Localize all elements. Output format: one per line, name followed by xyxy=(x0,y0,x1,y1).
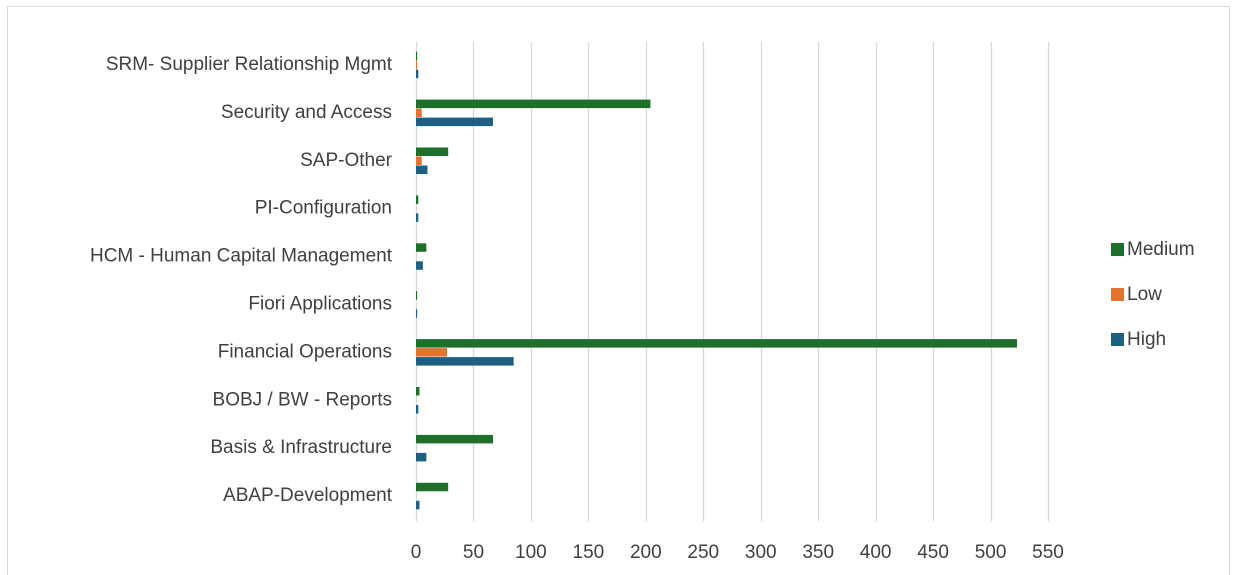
bar-high xyxy=(416,452,427,462)
bar-low xyxy=(416,108,422,118)
bar-medium xyxy=(416,482,449,492)
bar-high xyxy=(416,165,428,174)
legend-swatch-high xyxy=(1111,333,1124,346)
category-label: Fiori Applications xyxy=(248,293,392,314)
bar-medium xyxy=(416,99,651,109)
bar-medium xyxy=(416,291,418,300)
bar-medium xyxy=(416,387,420,396)
x-tick-label: 50 xyxy=(463,542,484,563)
x-tick-label: 100 xyxy=(515,542,547,563)
x-tick-label: 300 xyxy=(745,542,777,563)
bar-high xyxy=(416,500,420,510)
bar-high xyxy=(416,405,419,414)
legend: Medium Low High xyxy=(1111,239,1195,350)
category-label: BOBJ / BW - Reports xyxy=(213,389,392,410)
category-label: Financial Operations xyxy=(218,341,392,362)
category-label: Security and Access xyxy=(221,102,392,123)
category-label: HCM - Human Capital Management xyxy=(90,246,393,267)
bar-high xyxy=(416,69,419,79)
legend-swatch-low xyxy=(1111,288,1124,301)
x-tick-label: 250 xyxy=(687,542,719,563)
bar-high xyxy=(416,213,419,222)
category-label: PI-Configuration xyxy=(255,198,392,219)
bar-medium xyxy=(416,339,1017,348)
bar-high xyxy=(416,357,514,366)
bar-medium xyxy=(416,243,427,252)
bar-medium xyxy=(416,434,493,444)
category-label: ABAP-Development xyxy=(223,485,393,506)
legend-label-low: Low xyxy=(1127,284,1162,305)
gridlines xyxy=(415,42,1050,521)
bar-low xyxy=(416,348,448,357)
legend-swatch-medium xyxy=(1111,243,1124,256)
category-labels: SRM- Supplier Relationship Mgmt Security … xyxy=(90,54,393,506)
x-tick-label: 350 xyxy=(802,542,834,563)
x-tick-label: 0 xyxy=(411,542,422,563)
x-tick-label: 500 xyxy=(975,542,1007,563)
bar-medium xyxy=(416,195,419,204)
bar-high xyxy=(416,117,493,127)
bar-low xyxy=(416,156,422,165)
bar-medium xyxy=(416,51,418,61)
legend-label-medium: Medium xyxy=(1127,239,1195,260)
category-label: SRM- Supplier Relationship Mgmt xyxy=(106,54,393,75)
x-tick-label: 150 xyxy=(573,542,605,563)
bar-high xyxy=(416,309,418,318)
bar-medium xyxy=(416,147,449,156)
x-tick-label: 550 xyxy=(1032,542,1064,563)
bar-high xyxy=(416,261,423,270)
legend-label-high: High xyxy=(1127,329,1166,350)
chart-border xyxy=(7,6,1230,575)
tick-labels: 0 50 100 150 200 250 300 350 400 450 500 550 xyxy=(411,542,1064,563)
category-label: Basis & Infrastructure xyxy=(210,437,392,458)
x-tick-label: 450 xyxy=(917,542,949,563)
bars xyxy=(416,51,1017,510)
bar-low xyxy=(416,60,418,70)
x-tick-label: 400 xyxy=(860,542,892,563)
category-label: SAP-Other xyxy=(300,150,393,171)
x-tick-label: 200 xyxy=(630,542,662,563)
